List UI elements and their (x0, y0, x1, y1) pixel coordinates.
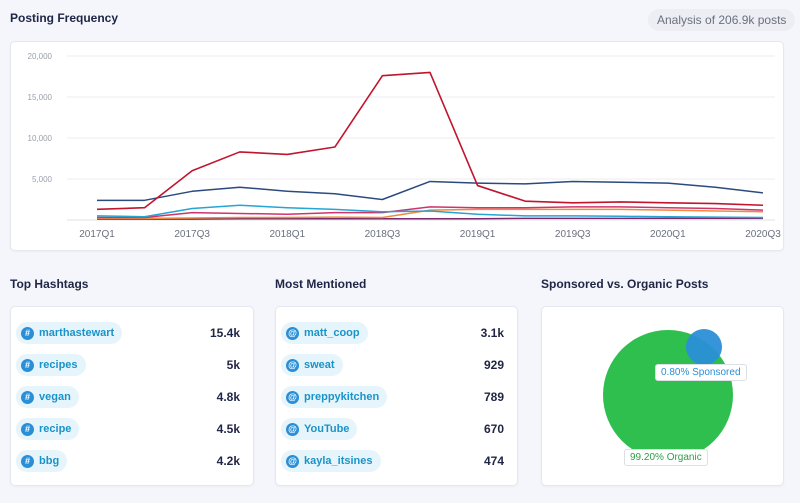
mention-count: 789 (483, 390, 504, 404)
series-line-1 (97, 180, 764, 202)
analysis-count-badge: Analysis of 206.9k posts (648, 9, 796, 31)
organic-percentage-label: 99.20% Organic (624, 449, 708, 466)
hashtag-count: 4.2k (216, 454, 240, 468)
hashtag-label: vegan (39, 391, 71, 403)
x-tick-label: 2019Q1 (460, 229, 496, 240)
most-mentioned-card: @ matt_coop 3.1k @ sweat 929 @ preppykit… (275, 306, 518, 486)
list-item: @ YouTube 670 (281, 418, 504, 440)
sponsored-organic-pie (603, 329, 733, 460)
hashtag-label: recipes (39, 359, 78, 371)
series-line-2 (96, 204, 764, 219)
hashtag-icon: # (21, 422, 34, 436)
hashtag-label: bbg (39, 455, 60, 467)
list-item: # marthastewart 15.4k (16, 322, 240, 344)
x-tick-label: 2019Q3 (555, 229, 591, 240)
hashtag-label: recipe (39, 423, 72, 435)
hashtag-count: 4.5k (216, 422, 240, 436)
series-line-3 (97, 206, 764, 219)
y-tick-label: 5,000 (32, 175, 53, 184)
series-line-4 (97, 208, 764, 220)
hashtag-chip[interactable]: # recipe (16, 418, 80, 440)
y-tick-label: 10,000 (28, 134, 53, 143)
most-mentioned-title: Most Mentioned (275, 277, 367, 291)
mention-chip[interactable]: @ YouTube (281, 418, 358, 440)
mention-label: kayla_itsines (304, 455, 373, 467)
hashtag-chip[interactable]: # bbg (16, 450, 68, 472)
hashtag-label: marthastewart (39, 327, 115, 339)
sponsored-slice (686, 329, 722, 365)
mention-label: YouTube (304, 423, 350, 435)
list-item: # vegan 4.8k (16, 386, 240, 408)
x-tick-label: 2017Q1 (79, 229, 115, 240)
x-tick-label: 2020Q3 (745, 229, 781, 240)
hashtag-count: 15.4k (209, 326, 240, 340)
x-tick-label: 2017Q3 (174, 229, 210, 240)
at-icon: @ (286, 326, 299, 340)
mention-count: 670 (483, 422, 504, 436)
at-icon: @ (286, 422, 299, 436)
top-hashtags-card: # marthastewart 15.4k # recipes 5k # veg… (10, 306, 254, 486)
mention-chip[interactable]: @ matt_coop (281, 322, 368, 344)
at-icon: @ (286, 390, 299, 404)
hashtag-icon: # (21, 390, 34, 404)
y-tick-label: 15,000 (28, 93, 53, 102)
series-line-5 (97, 217, 763, 220)
list-item: @ preppykitchen 789 (281, 386, 504, 408)
sponsored-vs-organic-title: Sponsored vs. Organic Posts (541, 277, 709, 291)
mention-count: 929 (483, 358, 504, 372)
at-icon: @ (286, 454, 299, 468)
hashtag-chip[interactable]: # recipes (16, 354, 86, 376)
mention-count: 3.1k (480, 326, 504, 340)
hashtag-icon: # (21, 454, 34, 468)
mention-chip[interactable]: @ sweat (281, 354, 343, 376)
list-item: @ kayla_itsines 474 (281, 450, 504, 472)
hashtag-icon: # (21, 358, 34, 372)
at-icon: @ (286, 358, 299, 372)
mention-chip[interactable]: @ preppykitchen (281, 386, 388, 408)
mention-chip[interactable]: @ kayla_itsines (281, 450, 381, 472)
mention-label: preppykitchen (304, 391, 380, 403)
list-item: # bbg 4.2k (16, 450, 240, 472)
hashtag-chip[interactable]: # marthastewart (16, 322, 123, 344)
mention-label: matt_coop (304, 327, 360, 339)
list-item: # recipe 4.5k (16, 418, 240, 440)
list-item: # recipes 5k (16, 354, 240, 376)
y-tick-label: 20,000 (28, 52, 53, 61)
series-line-0 (96, 71, 764, 211)
x-tick-label: 2020Q1 (650, 229, 686, 240)
hashtag-count: 4.8k (216, 390, 240, 404)
sponsored-organic-card: 0.80% Sponsored 99.20% Organic (541, 306, 784, 486)
mention-label: sweat (304, 359, 335, 371)
mention-count: 474 (483, 454, 504, 468)
list-item: @ sweat 929 (281, 354, 504, 376)
top-hashtags-title: Top Hashtags (10, 277, 89, 291)
x-tick-label: 2018Q1 (269, 229, 305, 240)
hashtag-count: 5k (226, 358, 240, 372)
sponsored-percentage-label: 0.80% Sponsored (655, 364, 747, 381)
posting-frequency-title: Posting Frequency (10, 11, 119, 25)
posting-frequency-chart: 5,000 10,000 15,000 20,000 2017Q1 2017Q3 2018Q… (28, 52, 782, 240)
hashtag-icon: # (21, 326, 34, 340)
hashtag-chip[interactable]: # vegan (16, 386, 79, 408)
posting-frequency-chart-card: 5,000 10,000 15,000 20,000 2017Q1 2017Q3 2018Q… (10, 41, 784, 251)
x-tick-label: 2018Q3 (365, 229, 401, 240)
list-item: @ matt_coop 3.1k (281, 322, 504, 344)
